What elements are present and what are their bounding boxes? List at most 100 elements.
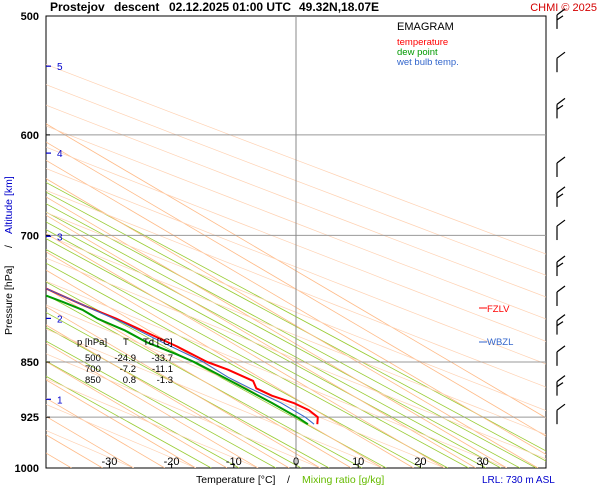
x-axis-title-mixing: Mixing ratio [g/kg] [302, 474, 384, 486]
temperature-tick-label: -30 [101, 456, 117, 468]
table-cell: -7.2 [120, 364, 136, 375]
mixing-ratio-line [46, 360, 240, 468]
isotherm-line [46, 434, 103, 468]
isotherm-line [46, 287, 352, 468]
temperature-tick-label: 0 [293, 456, 299, 468]
table-cell: -33.7 [151, 353, 173, 364]
legend-title: EMAGRAM [397, 21, 454, 33]
wind-barb-flag [556, 314, 566, 322]
wind-barb-flag [556, 255, 566, 263]
wind-barb-flag [556, 403, 566, 411]
dry-adiabat [46, 234, 546, 435]
isotherm-line [46, 361, 228, 468]
mixing-ratio-line [46, 311, 330, 468]
table-cell: 700 [85, 364, 101, 375]
wind-barb [556, 156, 566, 177]
legend-temperature: temperature [397, 37, 448, 48]
temperature-tick-label: -10 [226, 456, 242, 468]
wind-barb [556, 345, 566, 366]
y-axis-separator: / [3, 245, 15, 248]
table-cell: 850 [85, 375, 101, 386]
isotherm-line [0, 16, 9, 468]
isotherm-line [46, 178, 539, 468]
mixing-ratio-line [46, 249, 448, 468]
dry-adiabat [46, 280, 507, 468]
table-cell: -24.9 [114, 353, 136, 364]
wind-barb [556, 285, 566, 306]
wind-barb [556, 186, 566, 207]
dry-adiabat [46, 64, 546, 255]
fzlv-label: FZLV [487, 304, 510, 315]
mixing-ratio-line [46, 340, 277, 468]
altitude-tick-label: 3 [57, 232, 63, 243]
pressure-tick-label: 1000 [15, 463, 39, 475]
footer-lrl: LRL: 730 m ASL [482, 475, 555, 486]
wind-barb-flag [556, 321, 564, 327]
table-cell: -11.1 [152, 364, 173, 375]
wind-barb [556, 403, 566, 425]
wind-barb-flag [556, 345, 566, 353]
wind-barb-flag [556, 8, 566, 16]
temperature-tick-label: 10 [352, 456, 364, 468]
altitude-tick-label: 4 [57, 149, 63, 160]
mixing-ratio-line [46, 229, 487, 468]
table-cell: -1.3 [157, 375, 173, 386]
series-line-dew-point [46, 294, 309, 426]
pressure-tick-label: 700 [21, 230, 39, 242]
pressure-tick-label: 600 [21, 130, 39, 142]
wind-barb-flag [556, 97, 566, 105]
isotherm-line [46, 379, 197, 468]
dry-adiabat [46, 378, 259, 468]
isotherm-line [46, 251, 414, 468]
altitude-tick-label: 5 [57, 62, 63, 73]
wind-barb-flag [556, 186, 566, 194]
values-table: p [hPa] T Td [°C] 500 -24.9 -33.7 700 -7… [77, 337, 173, 386]
mixing-ratio-line [46, 326, 302, 468]
mixing-ratio-line [46, 281, 387, 468]
isotherm-line [46, 196, 508, 468]
dry-adiabat [46, 353, 321, 468]
sounding-phase: descent [114, 0, 159, 14]
dry-adiabat [46, 189, 546, 388]
mixing-ratio-line [46, 294, 363, 468]
dry-adiabat [46, 125, 546, 320]
legend-wet-bulb: wet bulb temp. [396, 57, 459, 68]
dry-adiabat [46, 304, 445, 468]
isotherm-line [46, 324, 290, 468]
series-line-temperature [46, 287, 319, 425]
wind-barb [556, 8, 566, 29]
table-header-td: Td [°C] [143, 337, 173, 348]
dry-adiabat [46, 328, 383, 468]
isotherm-line [46, 342, 259, 468]
pressure-tick-label: 500 [21, 11, 39, 23]
temperature-tick-label: -20 [164, 456, 180, 468]
altitude-tick-label: 2 [57, 314, 63, 325]
dry-adiabat [46, 104, 546, 298]
wind-barb [556, 375, 566, 396]
wbzl-label: WBZL [487, 337, 513, 348]
table-header-t: T [123, 337, 129, 348]
isotherm-line [46, 159, 546, 455]
wind-barb-flag [556, 51, 566, 59]
table-cell: 0.8 [123, 375, 136, 386]
copyright: CHMI © 2025 [530, 2, 597, 14]
pressure-tick-label: 850 [21, 357, 39, 369]
wind-barb-flag [556, 285, 566, 293]
table-header-p: p [hPa] [77, 337, 107, 348]
wind-barb-flag [556, 262, 564, 268]
temperature-tick-label: 20 [414, 456, 426, 468]
dry-adiabat [46, 212, 546, 412]
wind-barb [556, 255, 566, 277]
station-coords: 49.32N,18.07E [299, 0, 379, 14]
dry-adiabat [46, 403, 196, 468]
series-line-wet-bulb-temp [46, 287, 315, 425]
isotherm-line [46, 123, 546, 419]
sounding-datetime: 02.12.2025 01:00 UTC [169, 0, 291, 14]
legend-dew-point: dew point [397, 47, 438, 58]
wind-barb-flag [556, 219, 566, 227]
mixing-ratio-line [46, 238, 469, 468]
wind-barb [556, 51, 566, 73]
isotherm-line [46, 141, 546, 437]
y-axis-title-altitude: Altitude [km] [3, 176, 15, 234]
